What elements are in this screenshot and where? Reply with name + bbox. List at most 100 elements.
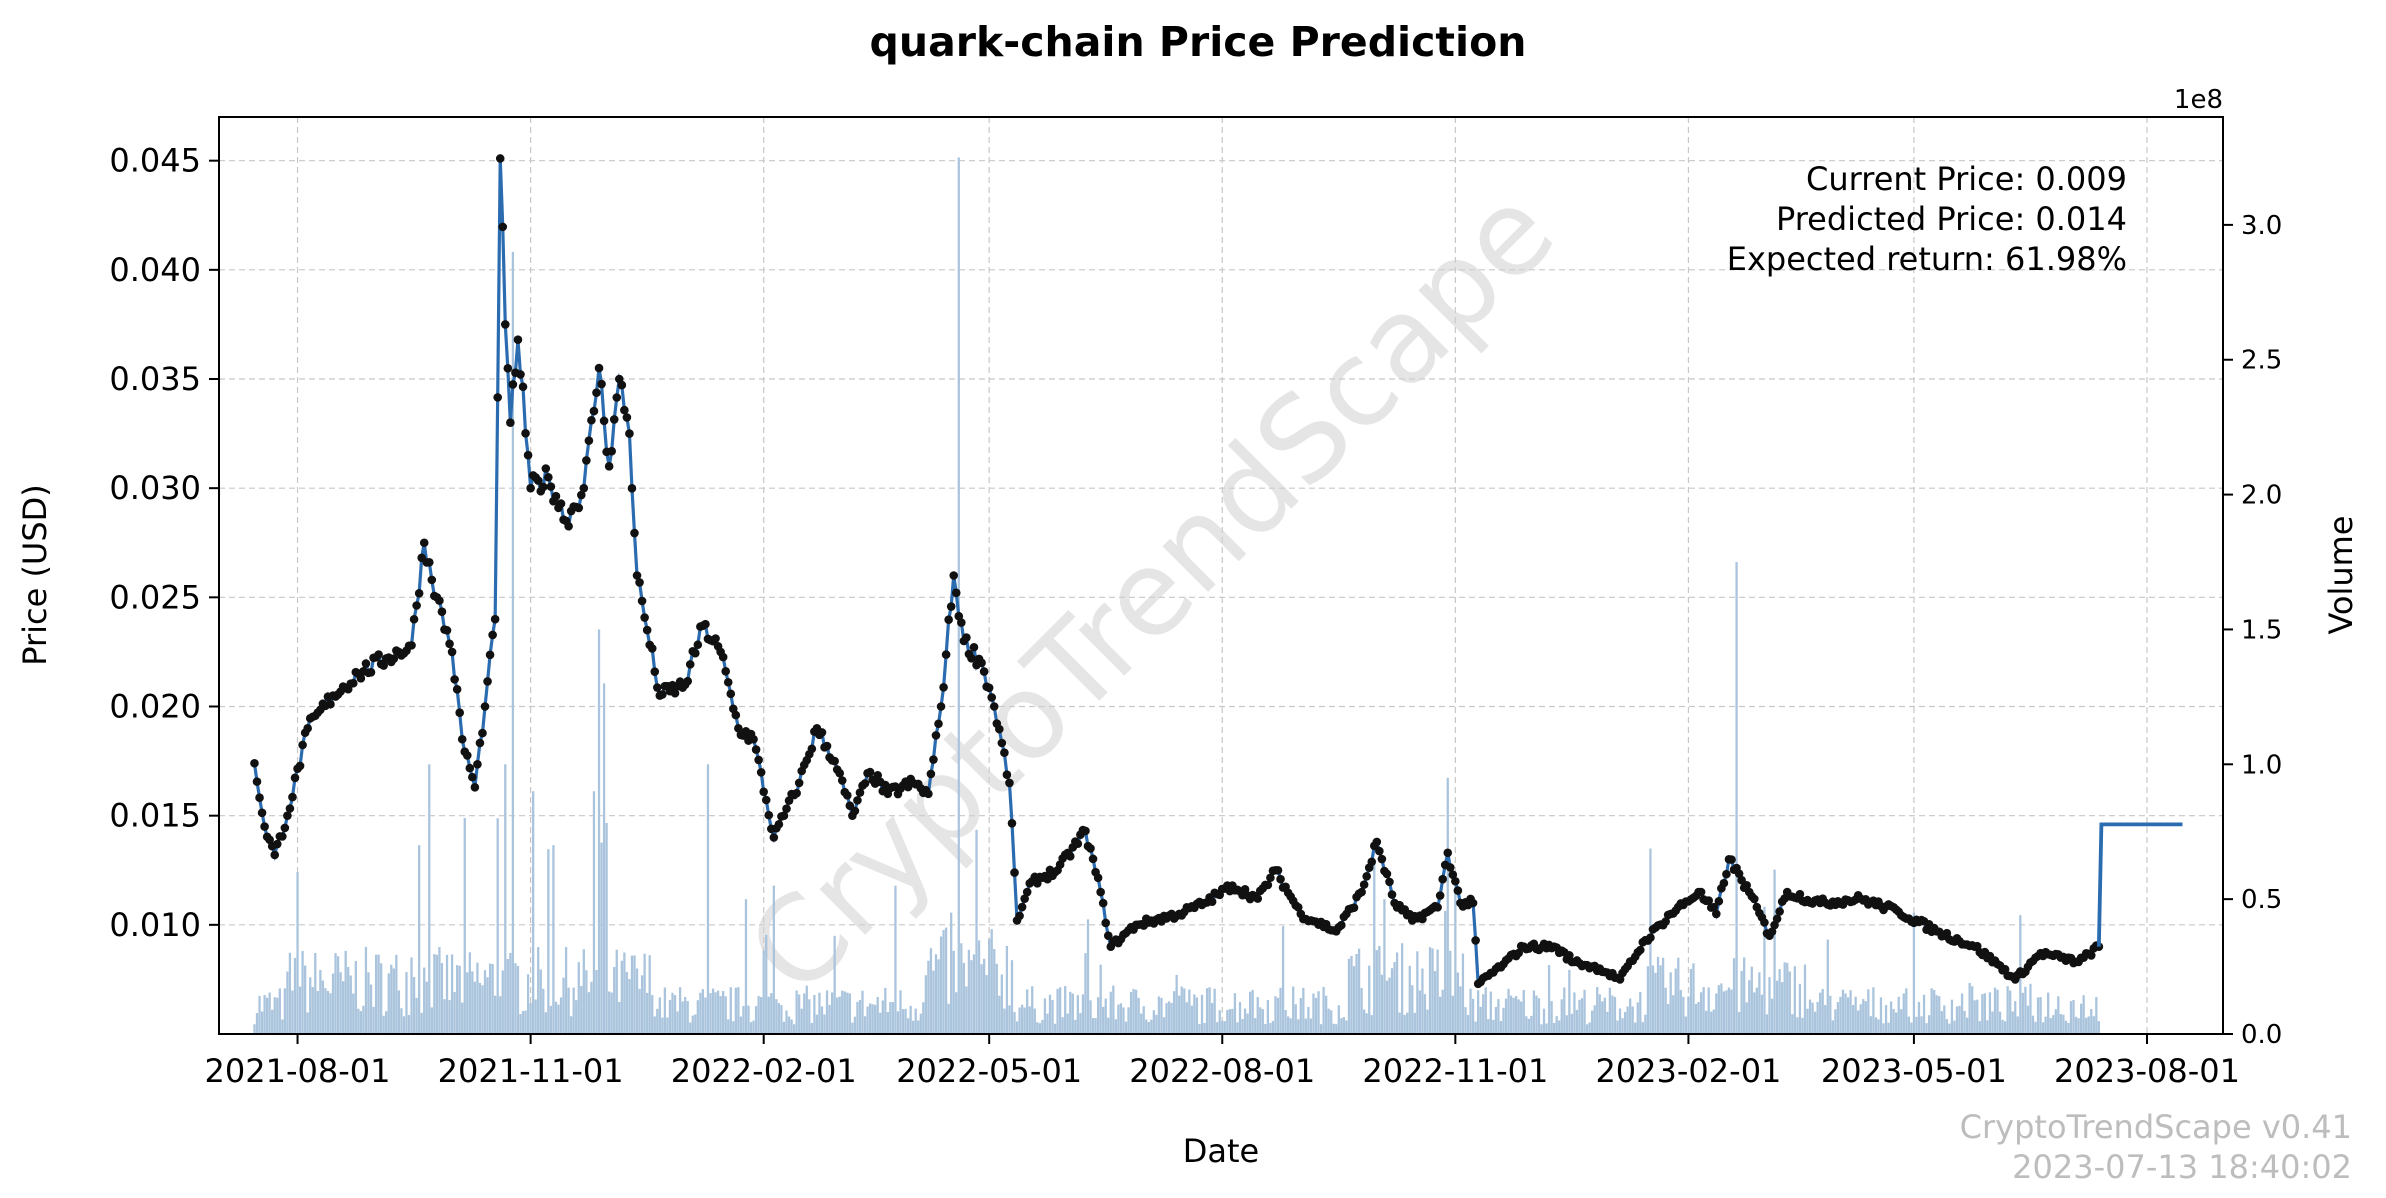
price-point — [1514, 948, 1523, 958]
price-point — [582, 456, 591, 465]
volume-bar — [316, 990, 319, 1034]
volume-bar — [1200, 994, 1204, 1034]
y2-axis-label: Volume — [2322, 515, 2360, 634]
volume-bar — [2059, 1014, 2062, 1034]
volume-bar — [2001, 1019, 2004, 1034]
volume-bar — [2072, 999, 2075, 1034]
volume-bar — [1841, 989, 1845, 1034]
volume-bar — [1912, 912, 1916, 1034]
volume-bar — [577, 962, 580, 1034]
price-point — [424, 558, 434, 567]
volume-bar — [1507, 988, 1510, 1034]
volume-bar — [347, 967, 350, 1034]
volume-bar — [1167, 1001, 1171, 1034]
volume-bar — [1469, 988, 1472, 1034]
price-point — [764, 810, 774, 820]
price-point — [452, 685, 462, 694]
volume-bar — [1930, 988, 1933, 1034]
price-point — [576, 490, 586, 500]
volume-bar — [1416, 951, 1419, 1034]
volume-bar — [856, 1001, 859, 1034]
volume-bar — [1705, 1010, 1708, 1034]
volume-bar — [466, 972, 469, 1034]
volume-bar — [977, 940, 981, 1034]
volume-bar — [792, 1024, 796, 1034]
volume-bar — [587, 992, 591, 1034]
y-tick-label: 0.010 — [109, 906, 201, 944]
volume-bar — [1667, 1004, 1670, 1034]
price-point — [604, 462, 614, 471]
price-point — [1088, 854, 1098, 864]
volume-bar — [1297, 1019, 1300, 1034]
volume-bar — [410, 957, 413, 1034]
volume-bar — [876, 996, 879, 1034]
volume-bar — [894, 885, 897, 1034]
volume-bar — [1466, 1015, 1470, 1034]
volume-bar — [1689, 968, 1693, 1034]
x-axis: 2021-08-01 2021-11-01 2022-02-01 2022-05-01… — [205, 1034, 2240, 1090]
volume-bar — [258, 995, 261, 1034]
volume-bar — [1210, 1003, 1214, 1034]
volume-bar — [1816, 1001, 1819, 1034]
volume-bar — [927, 960, 930, 1034]
volume-bar — [1342, 1017, 1346, 1034]
volume-bar — [787, 1016, 791, 1034]
volume-bar — [364, 946, 368, 1034]
price-point — [1015, 911, 1024, 921]
volume-bar — [1119, 1003, 1123, 1034]
volume-bar — [362, 1005, 365, 1034]
price-point — [1445, 863, 1455, 872]
price-point — [326, 699, 335, 709]
volume-bar — [1583, 989, 1586, 1034]
volume-bar — [1340, 1018, 1343, 1034]
volume-bar — [820, 1006, 824, 1034]
price-point — [2000, 964, 2010, 974]
volume-bar — [906, 1018, 910, 1034]
price-point — [718, 652, 728, 662]
price-point — [546, 482, 556, 491]
volume-bar — [1618, 1008, 1622, 1034]
volume-bar — [326, 991, 330, 1034]
volume-bar — [2049, 1018, 2052, 1034]
x-axis-label: Date — [1183, 1132, 1259, 1170]
volume-bar — [1010, 960, 1014, 1034]
volume-bar — [255, 1013, 259, 1034]
price-point — [1451, 876, 1460, 886]
volume-bar — [1968, 983, 1971, 1034]
x-tick-label: 2023-08-01 — [2054, 1052, 2240, 1090]
price-point — [830, 756, 839, 766]
volume-bar — [1066, 1013, 1069, 1034]
price-point — [640, 613, 649, 622]
volume-bar — [1565, 1015, 1568, 1034]
volume-bar — [592, 791, 596, 1034]
volume-bar — [1307, 1006, 1310, 1034]
volume-bar — [1933, 989, 1936, 1034]
price-point — [853, 796, 862, 805]
volume-bar — [1976, 999, 1979, 1034]
volume-bar — [2090, 1009, 2093, 1034]
volume-bar — [1910, 1022, 1913, 1034]
volume-bar — [962, 962, 965, 1034]
volume-bar — [1461, 953, 1465, 1034]
volume-bar — [1459, 986, 1462, 1034]
price-point — [1719, 878, 1729, 888]
volume-bar — [2054, 1009, 2057, 1034]
price-point — [468, 772, 477, 782]
price-series — [250, 154, 2104, 989]
volume-bar — [1504, 998, 1508, 1034]
volume-bar — [1314, 997, 1318, 1034]
volume-bar — [653, 1016, 656, 1034]
volume-bar — [1925, 1023, 1928, 1034]
volume-bar — [696, 1000, 699, 1034]
volume-bar — [1943, 1005, 1946, 1034]
volume-bar — [782, 1021, 786, 1034]
volume-bar — [2034, 1021, 2037, 1034]
volume-bar — [722, 990, 725, 1034]
price-point — [625, 429, 634, 438]
volume-bar — [2087, 1016, 2090, 1034]
volume-bar — [1426, 1009, 1429, 1034]
volume-bar — [1294, 1004, 1297, 1034]
volume-bar — [932, 970, 935, 1034]
price-point — [280, 823, 290, 833]
price-point — [255, 793, 264, 802]
